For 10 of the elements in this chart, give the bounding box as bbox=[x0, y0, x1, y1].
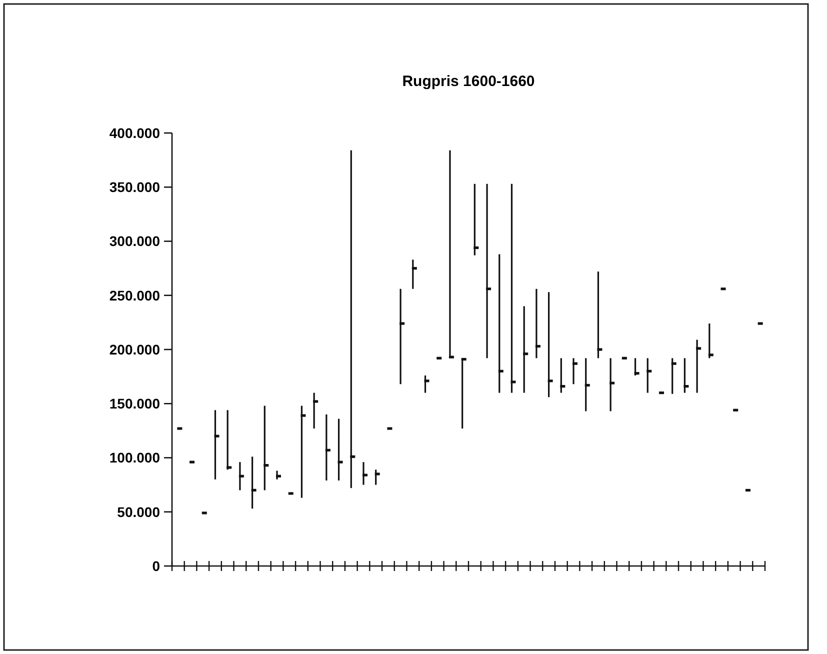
y-tick-label: 150.000 bbox=[109, 396, 160, 412]
y-tick-label: 50.000 bbox=[117, 504, 160, 520]
y-tick-label: 100.000 bbox=[109, 450, 160, 466]
y-tick-label: 0 bbox=[152, 558, 160, 574]
y-tick-label: 250.000 bbox=[109, 287, 160, 304]
y-tick-label: 400.000 bbox=[109, 124, 160, 141]
chart-title: Rugpris 1600-1660 bbox=[402, 73, 535, 90]
y-tick-label: 350.000 bbox=[109, 179, 160, 196]
y-tick-label: 300.000 bbox=[109, 233, 160, 250]
y-tick-label: 200.000 bbox=[109, 341, 160, 358]
